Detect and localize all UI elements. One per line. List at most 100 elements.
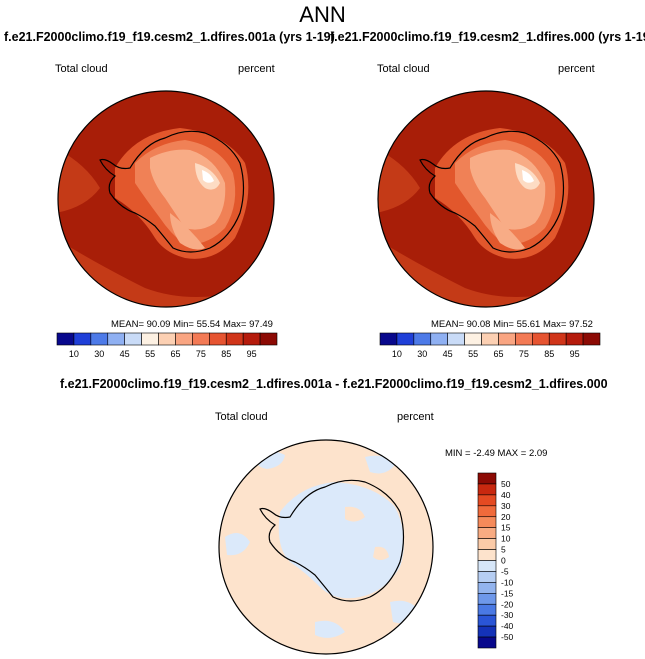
diff-colorbar-swatch xyxy=(477,603,497,616)
panel-2-units-label: percent xyxy=(558,63,595,75)
diff-colorbar-swatch xyxy=(477,614,497,627)
diff-colorbar-swatch xyxy=(477,472,497,485)
panel-1-colorbar: 10 30 45 55 65 75 85 95 xyxy=(56,332,278,359)
diff-units-label: percent xyxy=(397,411,434,423)
diff-colorbar-tick-label: -30 xyxy=(501,610,514,620)
page-title: ANN xyxy=(299,2,346,27)
colorbar-tick-label: 65 xyxy=(170,349,180,359)
colorbar-swatch xyxy=(141,332,159,346)
diff-max-label: MAX = xyxy=(497,448,527,459)
colorbar-tick-label: 95 xyxy=(570,349,580,359)
panel-2-polar-map xyxy=(377,90,595,308)
colorbar-tick-label: 75 xyxy=(196,349,206,359)
colorbar-swatch xyxy=(481,332,499,346)
diff-stats: MIN = -2.49 MAX = 2.09 xyxy=(445,448,547,459)
panel-1-mean-label: MEAN= xyxy=(111,319,144,330)
colorbar-swatch xyxy=(582,332,601,346)
diff-min-value: -2.49 xyxy=(473,448,495,459)
diff-polar-map xyxy=(218,439,434,655)
diff-colorbar-swatch xyxy=(477,571,497,583)
diff-colorbar-tick-label: -15 xyxy=(501,588,514,598)
colorbar-swatch xyxy=(413,332,432,346)
diff-title: f.e21.F2000climo.f19_f19.cesm2_1.dfires.… xyxy=(60,377,608,391)
panel-2-max-value: 97.52 xyxy=(569,319,593,330)
panel-2-min-value: 55.61 xyxy=(516,319,541,330)
panel-1-variable-label: Total cloud xyxy=(55,63,108,75)
panel-1-polar-map xyxy=(57,90,275,308)
colorbar-tick-label: 85 xyxy=(221,349,231,359)
panel-2-variable-label: Total cloud xyxy=(377,63,430,75)
panel-2-stats: MEAN= 90.08 Min= 55.61 Max= 97.52 xyxy=(431,319,593,330)
diff-colorbar-swatch xyxy=(477,625,497,638)
colorbar-swatch xyxy=(379,332,398,346)
colorbar-swatch xyxy=(209,332,227,346)
panel-1-mean-value: 90.09 xyxy=(146,319,171,330)
diff-colorbar-tick-label: -20 xyxy=(501,599,514,609)
diff-colorbar-tick-label: 30 xyxy=(501,501,511,511)
panel-1-min-value: 55.54 xyxy=(196,319,221,330)
panel-1-units-label: percent xyxy=(238,63,275,75)
diff-colorbar-tick-label: -5 xyxy=(501,566,509,576)
diff-min-label: MIN = xyxy=(445,448,471,459)
panel-1-min-label: Min= xyxy=(173,319,194,330)
diff-colorbar-swatch xyxy=(477,582,497,594)
colorbar-swatch xyxy=(464,332,482,346)
diff-colorbar-swatch xyxy=(477,549,497,561)
diff-max-value: 2.09 xyxy=(528,448,548,459)
colorbar-tick-label: 10 xyxy=(69,349,79,359)
colorbar-swatch xyxy=(565,332,584,346)
diff-colorbar-swatch xyxy=(477,483,497,496)
colorbar-swatch xyxy=(124,332,142,346)
colorbar-swatch xyxy=(73,332,92,346)
diff-colorbar-tick-label: -40 xyxy=(501,621,514,631)
diff-colorbar-swatch xyxy=(477,593,497,605)
colorbar-swatch xyxy=(532,332,550,346)
diff-colorbar-tick-label: 50 xyxy=(501,479,511,489)
colorbar-swatch xyxy=(56,332,75,346)
diff-colorbar-tick-label: 15 xyxy=(501,523,511,533)
colorbar-tick-label: 55 xyxy=(468,349,478,359)
panel-2-colorbar: 10 30 45 55 65 75 85 95 xyxy=(379,332,601,359)
colorbar-tick-label: 85 xyxy=(544,349,554,359)
colorbar-swatch xyxy=(515,332,533,346)
panel-2-case-title: f.e21.F2000climo.f19_f19.cesm2_1.dfires.… xyxy=(330,30,645,44)
colorbar-tick-label: 30 xyxy=(417,349,427,359)
panel-1-max-value: 97.49 xyxy=(249,319,273,330)
panel-1-case-title: f.e21.F2000climo.f19_f19.cesm2_1.dfires.… xyxy=(4,30,335,44)
colorbar-swatch xyxy=(548,332,567,346)
colorbar-tick-label: 45 xyxy=(443,349,453,359)
diff-colorbar-tick-label: 40 xyxy=(501,490,511,500)
panel-2-max-label: Max= xyxy=(542,319,567,330)
colorbar-tick-label: 65 xyxy=(493,349,503,359)
colorbar-swatch xyxy=(242,332,261,346)
colorbar-tick-label: 30 xyxy=(94,349,104,359)
diff-colorbar-swatch xyxy=(477,636,497,649)
diff-colorbar-swatch xyxy=(477,516,497,528)
panel-1-stats: MEAN= 90.09 Min= 55.54 Max= 97.49 xyxy=(111,319,273,330)
diff-colorbar-tick-label: 0 xyxy=(501,556,506,566)
colorbar-swatch xyxy=(396,332,415,346)
diff-colorbar-tick-label: 10 xyxy=(501,534,511,544)
colorbar-tick-label: 10 xyxy=(392,349,402,359)
colorbar-swatch xyxy=(107,332,125,346)
diff-colorbar-tick-label: -10 xyxy=(501,577,514,587)
colorbar-swatch xyxy=(90,332,109,346)
diff-colorbar-swatch xyxy=(477,538,497,550)
colorbar-swatch xyxy=(175,332,193,346)
diff-colorbar-swatch xyxy=(477,527,497,539)
diff-variable-label: Total cloud xyxy=(215,411,268,423)
panel-2-min-label: Min= xyxy=(493,319,514,330)
colorbar-swatch xyxy=(225,332,244,346)
colorbar-swatch xyxy=(430,332,448,346)
colorbar-tick-label: 55 xyxy=(145,349,155,359)
colorbar-swatch xyxy=(498,332,516,346)
colorbar-swatch xyxy=(447,332,465,346)
colorbar-swatch xyxy=(259,332,278,346)
panel-2-mean-label: MEAN= xyxy=(431,319,464,330)
colorbar-swatch xyxy=(158,332,176,346)
colorbar-tick-label: 95 xyxy=(247,349,257,359)
colorbar-tick-label: 45 xyxy=(120,349,130,359)
diff-colorbar-tick-label: 5 xyxy=(501,545,506,555)
panel-1-max-label: Max= xyxy=(222,319,247,330)
